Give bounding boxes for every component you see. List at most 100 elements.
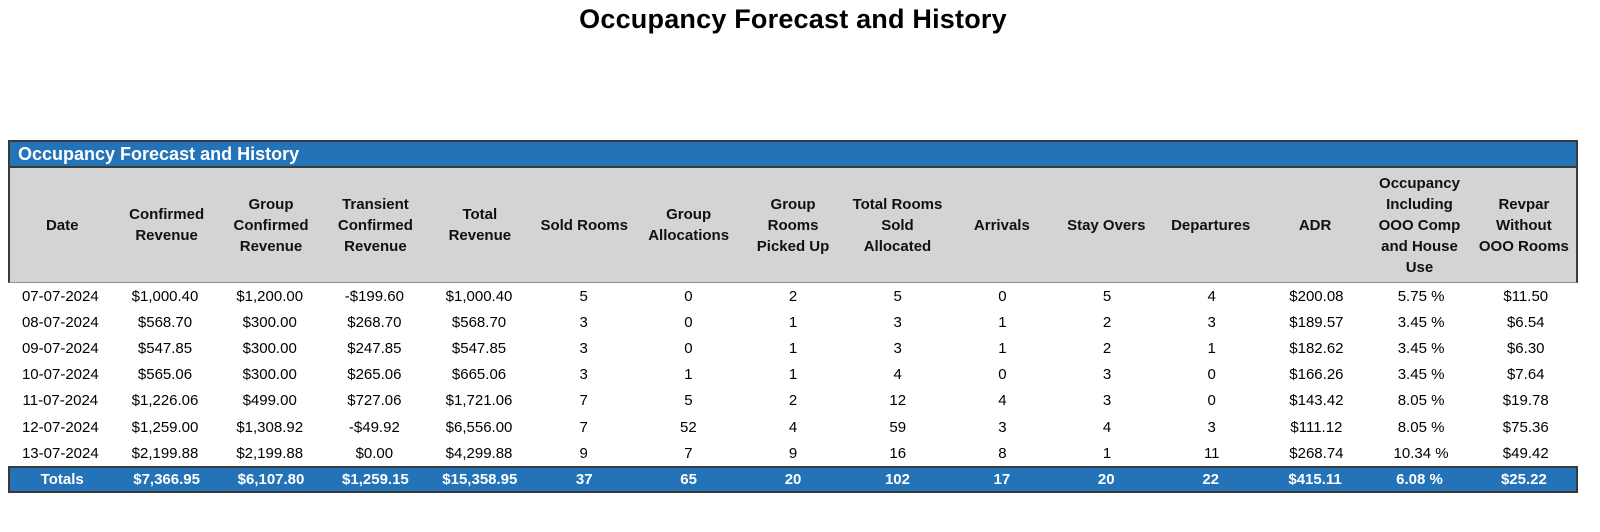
table-cell: 11-07-2024	[22, 392, 99, 410]
table-cell: 08-07-2024	[21, 313, 99, 331]
table-cell: 3	[1102, 392, 1112, 410]
column-header: Arrivals	[973, 216, 1030, 234]
table-row: 09-07-2024 $547.85 $300.00 $247.85 $547.85 3 0…	[8, 335, 1578, 361]
table-cell: 3.45 %	[1397, 339, 1445, 357]
table-column-header-row: Date Confirmed Revenue Group Confirmed Rev…	[8, 168, 1578, 283]
table-cell: 3	[998, 418, 1007, 436]
table-cell: $247.85	[347, 339, 402, 357]
totals-cell: 20	[1097, 471, 1115, 489]
table-cell: $665.06	[451, 366, 507, 384]
table-cell: 1	[1207, 339, 1216, 357]
table-cell: 5	[893, 287, 902, 305]
table-cell: 9	[788, 444, 798, 462]
table-cell: $11.50	[1503, 287, 1549, 305]
table-cell: $1,259.00	[131, 418, 199, 436]
table-cell: 3	[1207, 313, 1216, 331]
table-cell: 0	[998, 366, 1007, 384]
table-cell: 0	[684, 313, 693, 331]
table-cell: $300.00	[242, 339, 297, 357]
table-cell: 5	[579, 287, 588, 305]
table-cell: $6,556.00	[445, 418, 513, 436]
table-cell: 3.45 %	[1397, 313, 1445, 331]
table-cell: 09-07-2024	[21, 339, 99, 357]
table-cell: 3	[893, 313, 902, 331]
table-totals-row: Totals $7,366.95 $6,107.80 $1,259.15 $15,358…	[8, 466, 1578, 494]
table-title: Occupancy Forecast and History	[18, 143, 300, 164]
table-row: 11-07-2024 $1,226.06 $499.00 $727.06 $1,721.…	[8, 388, 1578, 414]
table-cell: 12-07-2024	[21, 418, 99, 436]
table-cell: 59	[889, 418, 907, 436]
table-cell: 07-07-2024	[21, 287, 99, 305]
table-cell: 0	[998, 287, 1007, 305]
column-header: ADR	[1298, 216, 1332, 234]
table-cell: 5	[1102, 287, 1112, 305]
totals-cell: 102	[884, 471, 910, 489]
table-cell: 1	[684, 366, 693, 384]
table-cell: 3	[579, 313, 588, 331]
table-cell: 10.34 %	[1393, 444, 1449, 462]
totals-cell: $25.22	[1500, 471, 1547, 489]
table-cell: 2	[1102, 313, 1112, 331]
table-cell: $300.00	[242, 366, 297, 384]
table-cell: $166.26	[1289, 366, 1344, 384]
table-cell: $200.08	[1289, 287, 1344, 305]
table-cell: $143.42	[1289, 392, 1344, 410]
table-cell: $7.64	[1506, 366, 1545, 384]
table-cell: 8.05 %	[1397, 392, 1445, 410]
table-cell: $0.00	[355, 444, 394, 462]
column-header: Revpar Without OOO Rooms	[1478, 195, 1569, 255]
table-cell: 7	[684, 444, 693, 462]
table-row: 12-07-2024 $1,259.00 $1,308.92 -$49.92 $6,55…	[8, 414, 1578, 440]
table-cell: $499.00	[242, 392, 297, 410]
table-cell: 3	[579, 366, 588, 384]
table-cell: 8.05 %	[1397, 418, 1445, 436]
table-cell: $547.85	[451, 339, 507, 357]
table-cell: $300.00	[242, 313, 297, 331]
table-cell: $2,199.88	[236, 444, 304, 462]
table-cell: $265.06	[347, 366, 402, 384]
table-cell: $1,000.40	[445, 287, 513, 305]
table-cell: $75.36	[1502, 418, 1549, 436]
table-cell: 8	[998, 444, 1007, 462]
table-cell: $727.06	[347, 392, 402, 410]
table-cell: $182.62	[1289, 339, 1344, 357]
column-header: Group Confirmed Revenue	[233, 195, 309, 255]
table-cell: 4	[1207, 287, 1216, 305]
table-cell: 5	[684, 392, 693, 410]
table-cell: 2	[1102, 339, 1112, 357]
table-cell: -$49.92	[348, 418, 400, 436]
column-header: Sold Rooms	[540, 216, 628, 234]
table-cell: 4	[788, 418, 798, 436]
table-cell: 1	[788, 339, 798, 357]
table-cell: 10-07-2024	[21, 366, 99, 384]
table-cell: $189.57	[1289, 313, 1344, 331]
table-cell: 0	[1207, 392, 1216, 410]
table-cell: 1	[998, 313, 1007, 331]
table-cell: -$199.60	[344, 287, 404, 305]
totals-cell: 20	[784, 471, 802, 489]
table-cell: 5.75 %	[1397, 287, 1445, 305]
column-header: Total Revenue	[448, 206, 512, 244]
totals-cell: $6,107.80	[237, 471, 305, 489]
table-cell: 3	[1207, 418, 1216, 436]
column-header: Date	[45, 216, 79, 234]
totals-cell: 6.08 %	[1396, 471, 1443, 489]
table-cell: $565.06	[137, 366, 193, 384]
table-cell: 3	[893, 339, 902, 357]
table-cell: 0	[1207, 366, 1216, 384]
table-cell: 16	[889, 444, 907, 462]
table-cell: 1	[998, 339, 1007, 357]
totals-cell: $7,366.95	[133, 471, 200, 489]
table-row: 10-07-2024 $565.06 $300.00 $265.06 $665.06 3 1…	[8, 362, 1578, 388]
table-cell: $19.78	[1502, 392, 1549, 410]
table-cell: $111.12	[1290, 418, 1343, 436]
column-header: Departures	[1171, 216, 1251, 234]
table-cell: $1,721.06	[445, 392, 513, 410]
table-cell: $568.70	[451, 313, 507, 331]
table-cell: $268.70	[347, 313, 402, 331]
table-cell: 1	[788, 313, 798, 331]
table-cell: 9	[579, 444, 588, 462]
table-row: 08-07-2024 $568.70 $300.00 $268.70 $568.70 3 0…	[8, 309, 1578, 335]
totals-cell: Totals	[40, 471, 84, 489]
table-cell: 2	[788, 287, 798, 305]
